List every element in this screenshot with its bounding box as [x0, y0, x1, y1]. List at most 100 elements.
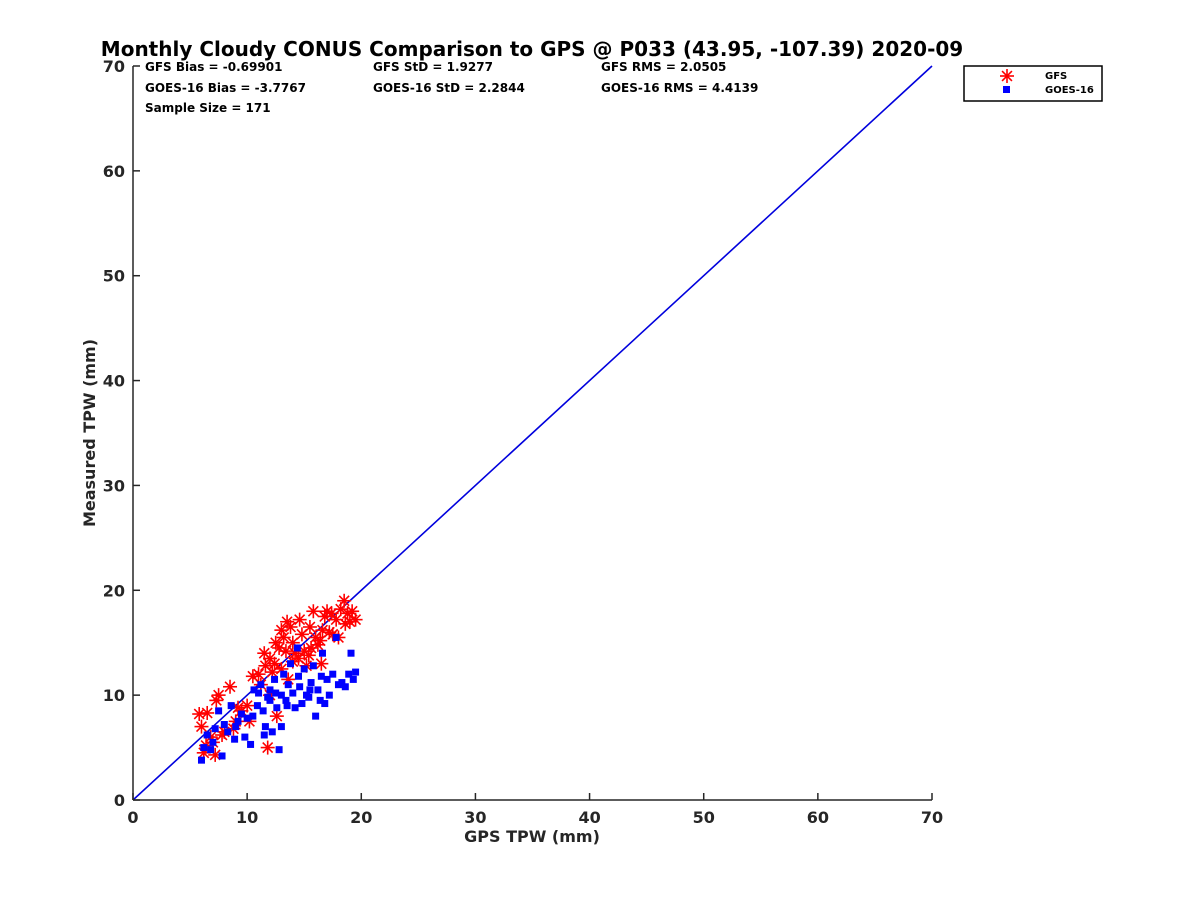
goes-16-point: [272, 689, 280, 697]
goes-16-point: [314, 686, 322, 694]
goes-16-point: [277, 723, 285, 731]
goes-16-point: [261, 723, 269, 731]
x-tick-label: 10: [236, 808, 258, 827]
goes-16-point: [211, 725, 219, 733]
gfs-point: [348, 612, 363, 627]
goes-16-point: [275, 746, 283, 754]
stat-gfs-std: GFS StD = 1.9277: [373, 60, 493, 74]
series-goes-16: [197, 633, 360, 764]
stat-goes-rms: GOES-16 RMS = 4.4139: [601, 81, 758, 95]
goes-16-point: [309, 662, 317, 670]
goes-16-point: [232, 723, 240, 731]
goes-16-point: [231, 735, 239, 743]
gfs-point: [223, 679, 238, 694]
legend-gfs-label: GFS: [1045, 71, 1067, 82]
goes-16-point: [325, 691, 333, 699]
goes-16-point: [347, 649, 355, 657]
gfs-point: [251, 667, 266, 682]
x-tick-label: 30: [464, 808, 486, 827]
goes-16-point: [289, 689, 297, 697]
legend-goes-label: GOES-16: [1045, 85, 1094, 96]
goes-16-point: [268, 728, 276, 736]
y-tick-label: 50: [103, 267, 125, 286]
goes-16-point: [266, 696, 274, 704]
gfs-point: [276, 630, 291, 645]
gfs-point: [274, 661, 289, 676]
stat-goes-bias: GOES-16 Bias = -3.7767: [145, 81, 306, 95]
x-tick-label: 20: [350, 808, 372, 827]
goes-16-point: [305, 693, 313, 701]
goes-16-point: [255, 689, 263, 697]
goes-16-point: [241, 733, 249, 741]
goes-16-point: [227, 702, 235, 710]
y-tick-label: 40: [103, 372, 125, 391]
goes-16-point: [321, 700, 329, 708]
goes-16-point: [259, 707, 267, 715]
goes-16-point: [280, 670, 288, 678]
goes-16-point: [293, 644, 301, 652]
goes-16-point: [273, 704, 281, 712]
x-tick-label: 0: [127, 808, 138, 827]
stat-gfs-rms: GFS RMS = 2.0505: [601, 60, 726, 74]
gfs-point: [258, 658, 273, 673]
goes-16-point: [282, 696, 290, 704]
goes-16-point: [338, 679, 346, 687]
goes-16-point: [316, 696, 324, 704]
gfs-point: [240, 698, 255, 713]
gfs-point: [194, 719, 209, 734]
goes-16-point: [349, 675, 357, 683]
x-axis-label: GPS TPW (mm): [464, 827, 600, 846]
goes-16-point: [317, 672, 325, 680]
goes-16-point: [200, 744, 208, 752]
gfs-point: [304, 640, 319, 655]
goes-16-point: [203, 731, 211, 739]
gfs-point: [192, 707, 207, 722]
gfs-point: [338, 616, 353, 631]
goes-16-point: [271, 675, 279, 683]
goes-16-point: [249, 712, 257, 720]
plot-area: [132, 65, 933, 801]
y-tick-label: 70: [103, 57, 125, 76]
goes-16-point: [257, 681, 265, 689]
y-tick-label: 0: [114, 791, 125, 810]
gfs-point: [269, 709, 284, 724]
axis-ticks: 0 10 20 30 40 50 60 70 0 10 20 30 40 50 60 70: [103, 57, 943, 827]
stat-goes-std: GOES-16 StD = 2.2844: [373, 81, 525, 95]
goes-16-point: [250, 686, 258, 694]
goes-16-point: [234, 717, 242, 725]
one-to-one-reference-line: [132, 65, 933, 801]
legend-gfs-asterisk: [1000, 69, 1014, 83]
x-tick-label: 50: [693, 808, 715, 827]
goes-16-point: [253, 702, 261, 710]
gfs-point: [200, 705, 215, 720]
goes-16-point: [243, 714, 251, 722]
gfs-point: [313, 633, 328, 648]
stat-sample-size: Sample Size = 171: [145, 101, 271, 115]
goes-16-point: [283, 702, 291, 710]
goes-16-point: [345, 670, 353, 678]
goes-16-point: [295, 672, 303, 680]
goes-16-point: [312, 712, 320, 720]
legend-box: [963, 65, 1103, 102]
gfs-point: [267, 656, 282, 671]
x-tick-label: 60: [807, 808, 829, 827]
goes-16-point: [329, 670, 337, 678]
goes-16-point: [291, 704, 299, 712]
x-tick-label: 40: [578, 808, 600, 827]
gfs-point: [315, 623, 330, 638]
legend: GFS GOES-16: [963, 65, 1103, 102]
goes-16-point: [224, 728, 232, 736]
goes-16-point: [323, 675, 331, 683]
goes-16-point: [260, 731, 268, 739]
stat-gfs-bias: GFS Bias = -0.69901: [145, 60, 282, 74]
goes-16-point: [220, 721, 228, 729]
gfs-point: [337, 593, 352, 608]
goes-16-point: [307, 679, 315, 687]
goes-16-point: [332, 633, 340, 641]
y-tick-label: 20: [103, 581, 125, 600]
goes-16-point: [277, 691, 285, 699]
goes-16-point: [197, 756, 205, 764]
legend-gfs-marker: [1000, 69, 1014, 83]
goes-16-point: [215, 707, 223, 715]
